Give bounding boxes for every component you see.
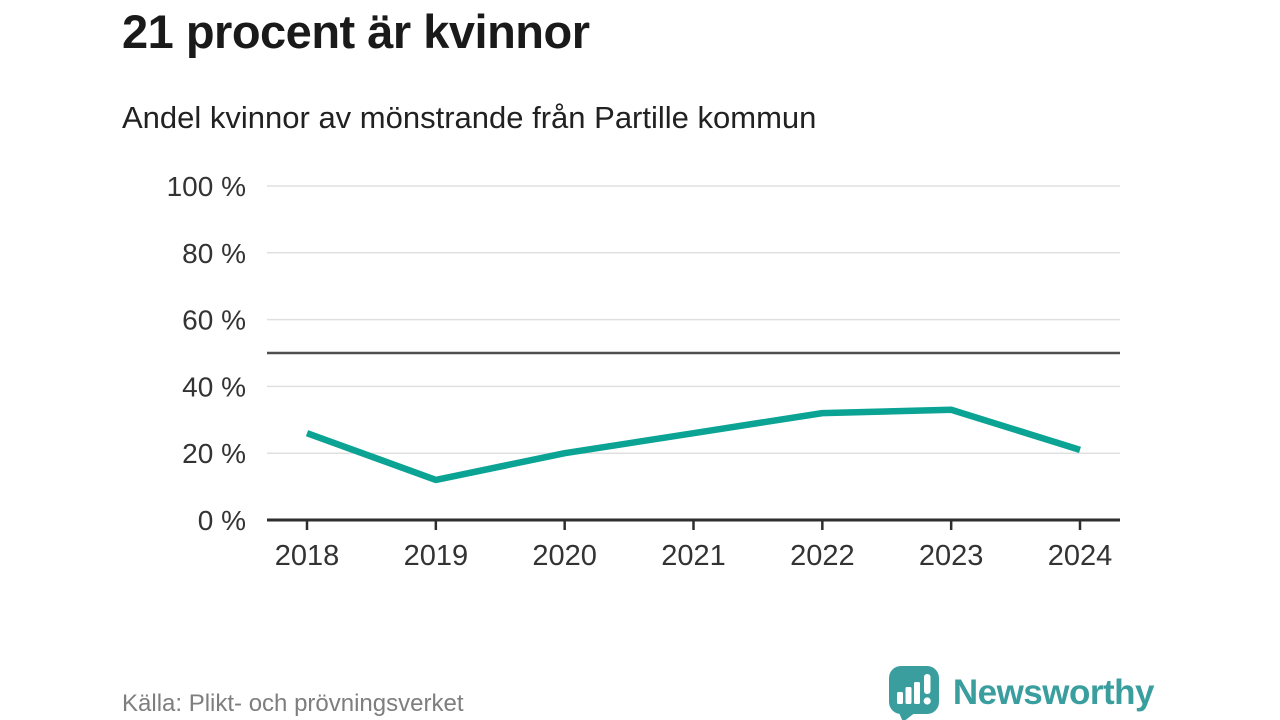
y-tick-label-40: 40 % <box>182 371 246 402</box>
x-tick-label-2024: 2024 <box>1048 540 1113 572</box>
x-tick-label-2020: 2020 <box>532 540 597 572</box>
x-tick-label-2019: 2019 <box>404 540 469 572</box>
y-tick-label-100: 100 % <box>167 171 246 202</box>
brand-name: Newsworthy <box>952 673 1155 712</box>
brand-lockup: Newsworthy <box>887 664 1155 720</box>
y-tick-label-60: 60 % <box>182 305 246 336</box>
bar-chart-glyph <box>896 682 920 704</box>
source-note: Källa: Plikt- och prövningsverket <box>122 690 464 717</box>
chart-subtitle: Andel kvinnor av mönstrande från Partill… <box>122 100 817 135</box>
x-tick-label-2021: 2021 <box>661 540 726 572</box>
x-tick-label-2023: 2023 <box>919 540 984 572</box>
x-tick-label-2018: 2018 <box>275 540 340 572</box>
x-tick-label-2022: 2022 <box>790 540 855 572</box>
y-tick-label-80: 80 % <box>182 238 246 269</box>
chart-line-andel-kvinnor-av-mönstrande <box>305 406 1081 484</box>
y-tick-label-0: 0 % <box>198 505 246 536</box>
y-tick-label-20: 20 % <box>182 438 246 469</box>
chart-title: 21 procent är kvinnor <box>122 5 590 58</box>
exclamation-glyph <box>923 674 931 705</box>
newsworthy-logo-icon <box>888 666 939 720</box>
